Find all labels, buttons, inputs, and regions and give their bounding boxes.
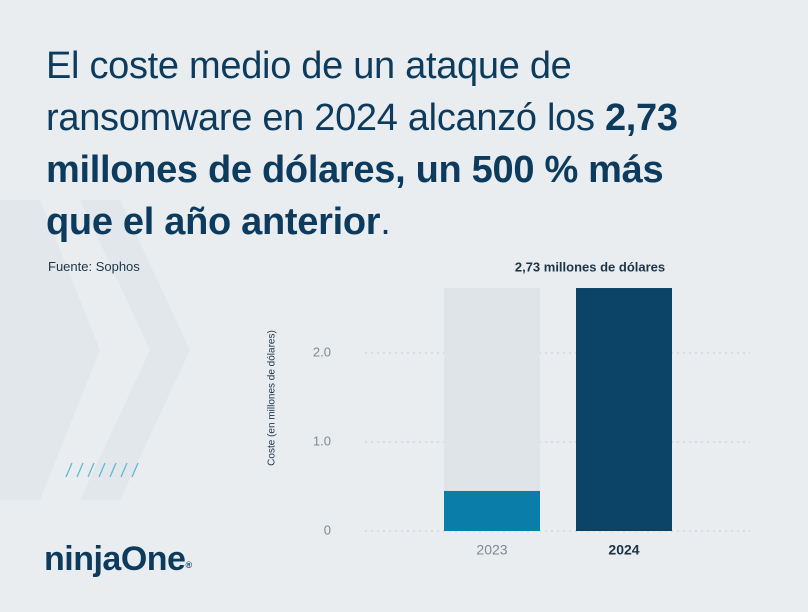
chevron	[0, 200, 100, 500]
bar	[444, 490, 540, 531]
bar	[576, 288, 672, 531]
chevron	[80, 200, 190, 500]
slashes	[65, 462, 139, 478]
value-label: 2,73 millones de dólares	[515, 259, 665, 274]
x-tick-label: 2023	[476, 542, 507, 558]
y-tick-label: 1.0	[313, 433, 331, 448]
y-tick-label: 2.0	[313, 344, 331, 359]
brand-name: ninjaOne	[44, 540, 186, 578]
title: El coste medio de un ataque de ransomwar…	[46, 40, 686, 248]
bar-track	[444, 288, 540, 531]
brand-mark: ®	[185, 560, 192, 570]
y-axis-label: Coste (en millones de dólares)	[267, 330, 278, 466]
title-end: .	[380, 201, 391, 243]
x-tick-label: 2024	[608, 542, 639, 558]
source: Fuente: Sophos	[48, 259, 140, 274]
title-bold: 2,73 millones de dólares, un 500 % más q…	[46, 97, 678, 243]
title-text: El coste medio de un ataque de ransomwar…	[46, 45, 595, 139]
brand: ninjaOne®	[44, 540, 192, 579]
y-tick-label: 0	[324, 522, 331, 537]
